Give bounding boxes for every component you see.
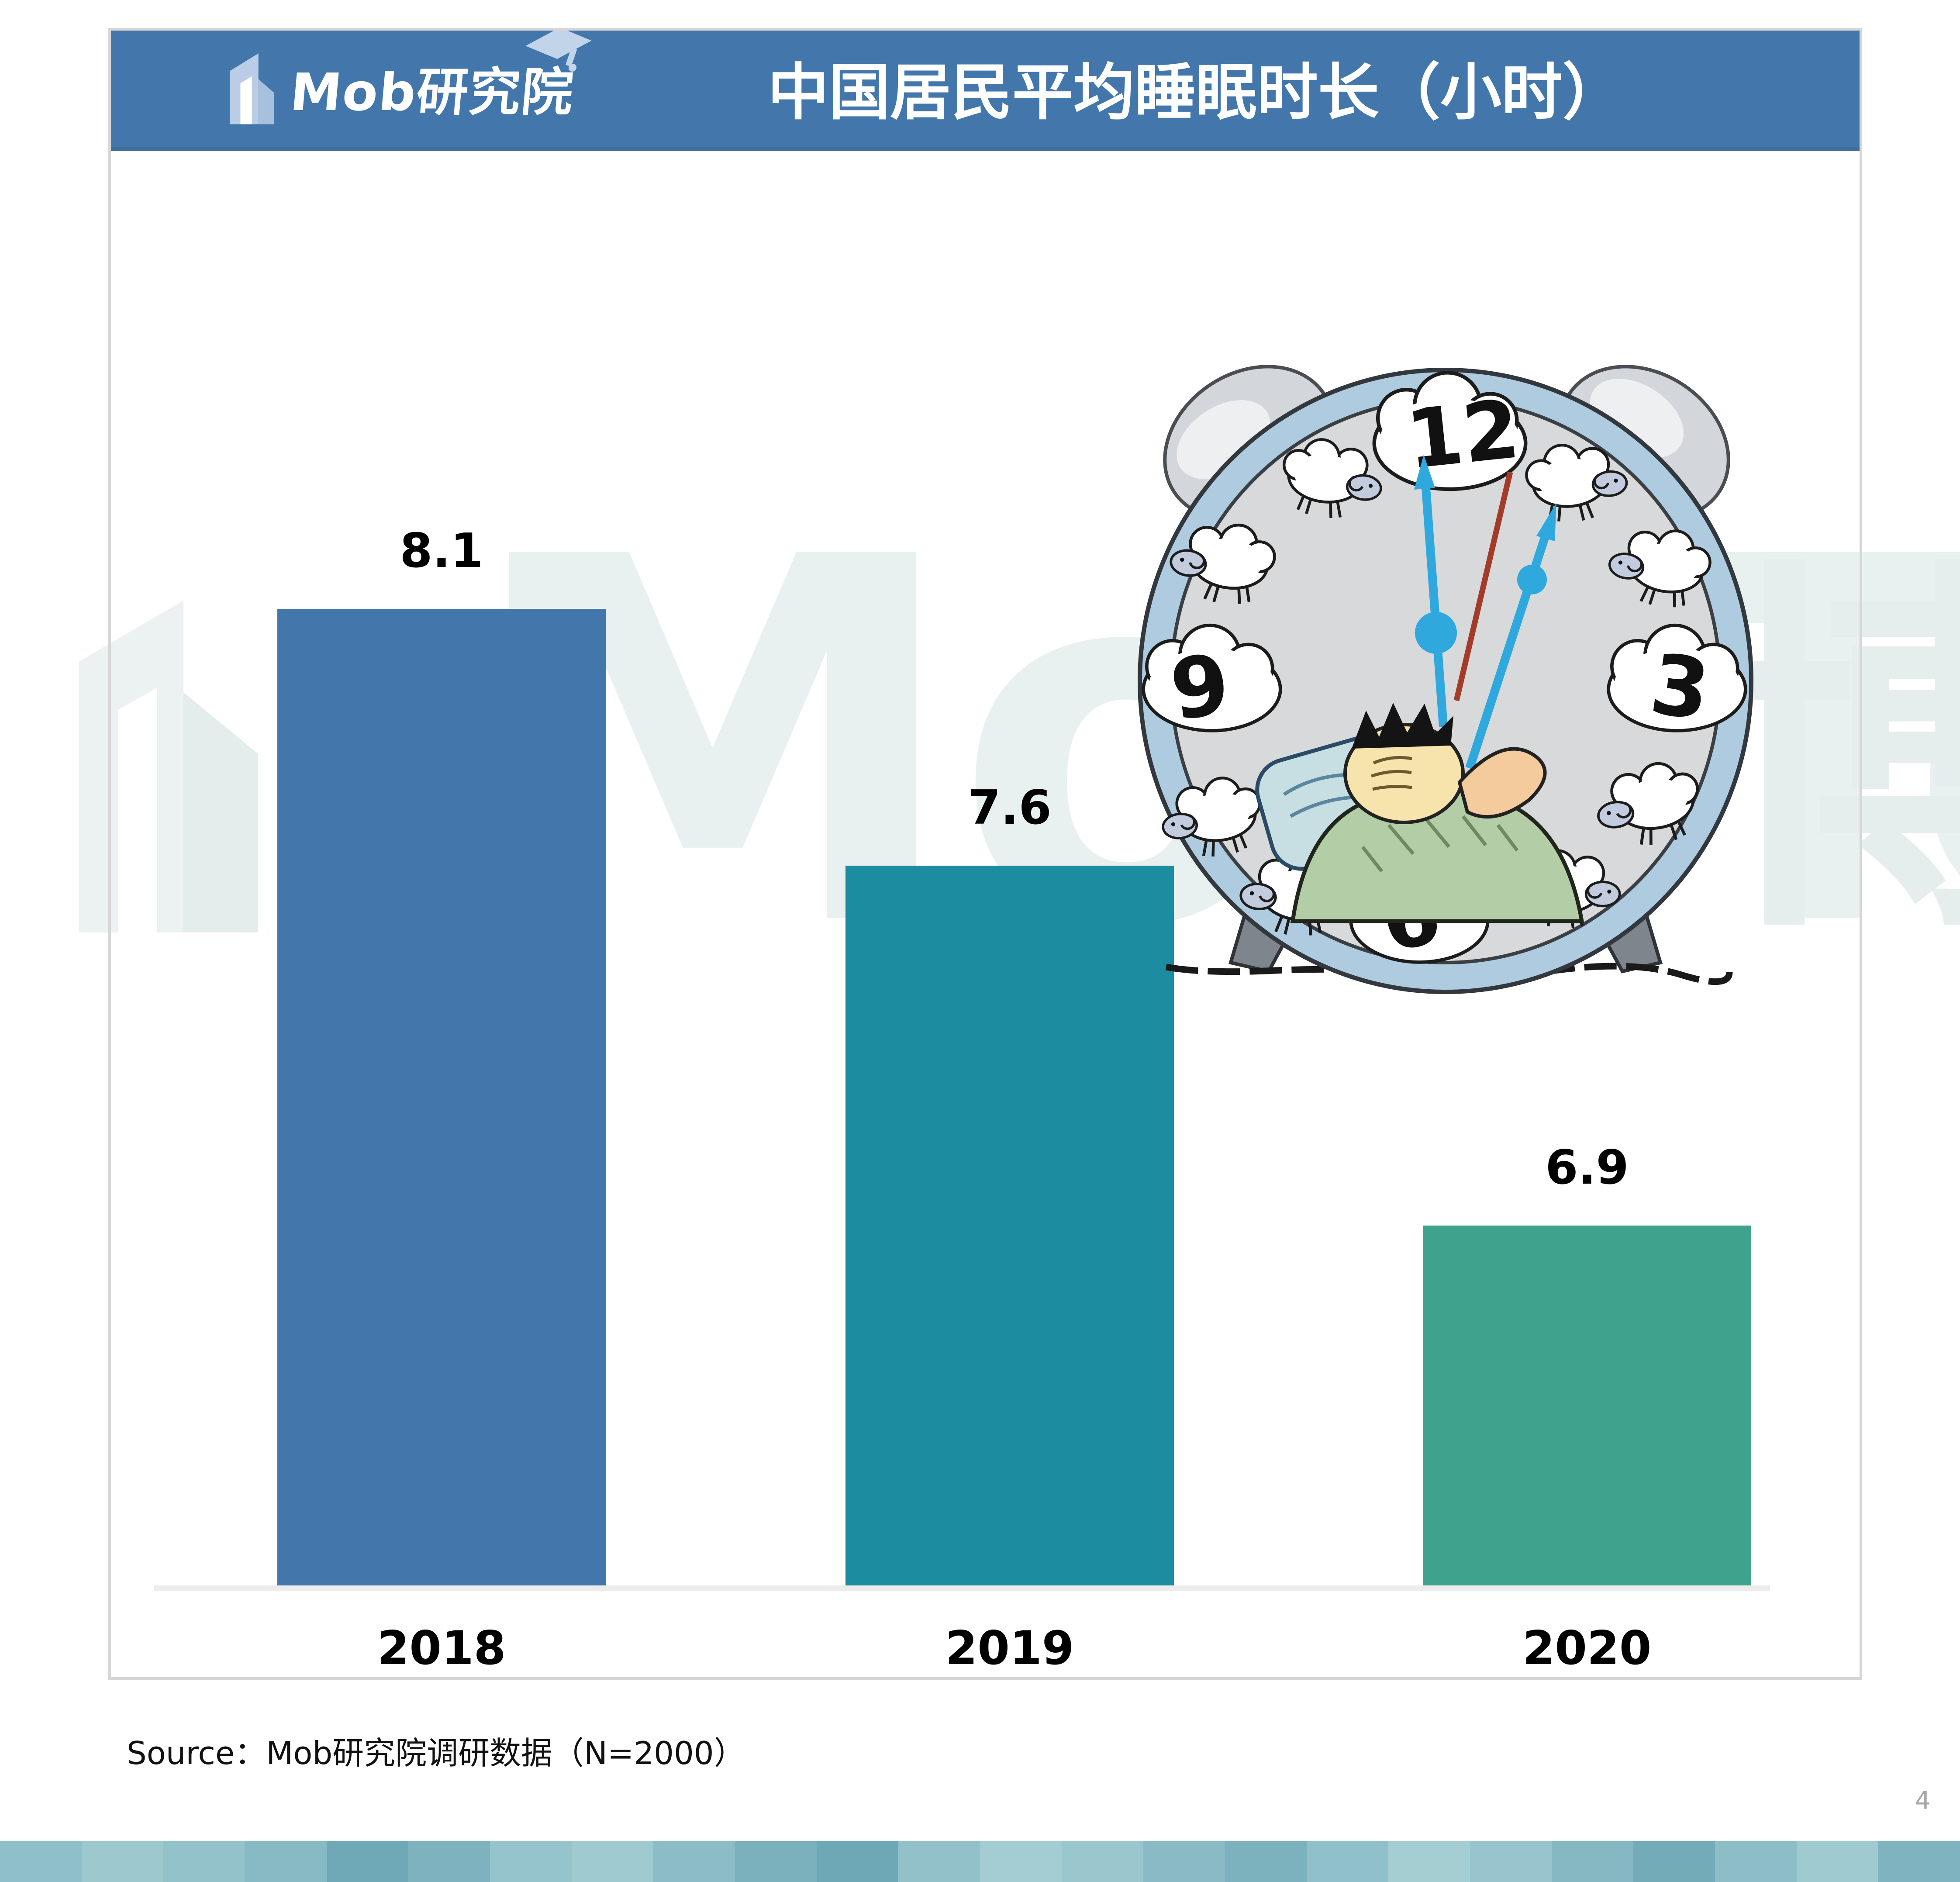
strip-block	[1062, 1841, 1143, 1882]
hour-hand-tip	[1536, 503, 1556, 541]
strip-block	[0, 1841, 82, 1882]
strip-block	[1225, 1841, 1307, 1882]
strip-block	[572, 1841, 653, 1882]
strip-block	[1552, 1841, 1633, 1882]
sleeping-person-illustration	[1255, 703, 1584, 923]
logo-text: Mob研究院	[288, 27, 592, 125]
category-label: 2018	[377, 1621, 506, 1675]
footer-color-strip	[0, 1841, 1960, 1882]
bar-2019	[845, 866, 1174, 1585]
value-label: 8.1	[400, 524, 483, 578]
strip-block	[1388, 1841, 1470, 1882]
category-label: 2020	[1522, 1621, 1652, 1675]
strip-block	[898, 1841, 980, 1882]
clock-number-3: 3	[1645, 635, 1715, 739]
category-label: 2019	[945, 1621, 1074, 1675]
hour-hand-dot	[1517, 565, 1547, 594]
chart-title: 中国居民平均睡眠时长（小时）	[767, 57, 1624, 128]
bar-2020	[1423, 1226, 1751, 1585]
source-note: Source：Mob研究院调研数据（N=2000）	[127, 1735, 745, 1771]
strip-block	[817, 1841, 898, 1882]
strip-block	[1143, 1841, 1225, 1882]
second-hand	[1453, 471, 1513, 701]
strip-block	[1797, 1841, 1878, 1882]
value-label: 7.6	[968, 780, 1052, 835]
strip-block	[490, 1841, 572, 1882]
minute-hand-dot	[1415, 612, 1457, 654]
bar-2018	[277, 609, 606, 1585]
strip-block	[327, 1841, 408, 1882]
strip-block	[1715, 1841, 1797, 1882]
x-axis-line	[154, 1585, 1770, 1591]
slide-card: Mob研究院 中国居民平均睡眠时长（小时） 8.1 2018 7.6 2019 6.9 2…	[108, 27, 1862, 1680]
strip-block	[82, 1841, 163, 1882]
strip-block	[163, 1841, 245, 1882]
graduation-cap-icon	[525, 27, 592, 72]
clock-number-9: 9	[1165, 635, 1235, 739]
strip-block	[1307, 1841, 1388, 1882]
strip-block	[735, 1841, 817, 1882]
strip-block	[1470, 1841, 1552, 1882]
minute-hand	[1421, 482, 1448, 727]
plot-area: 8.1 2018 7.6 2019 6.9 2020	[108, 28, 1862, 1680]
alarm-clock-illustration: 12 3 6 9	[1118, 332, 1773, 994]
value-label: 6.9	[1545, 1140, 1629, 1195]
minute-hand-tip	[1414, 455, 1435, 490]
strip-block	[1878, 1841, 1960, 1882]
strip-block	[1633, 1841, 1715, 1882]
strip-block	[408, 1841, 490, 1882]
strip-block	[245, 1841, 327, 1882]
page-number: 4	[1915, 1786, 1931, 1815]
logo-building-icon	[230, 53, 274, 124]
header-bar: Mob研究院 中国居民平均睡眠时长（小时）	[108, 27, 1862, 151]
strip-block	[980, 1841, 1062, 1882]
strip-block	[653, 1841, 735, 1882]
logo: Mob研究院	[217, 27, 592, 147]
